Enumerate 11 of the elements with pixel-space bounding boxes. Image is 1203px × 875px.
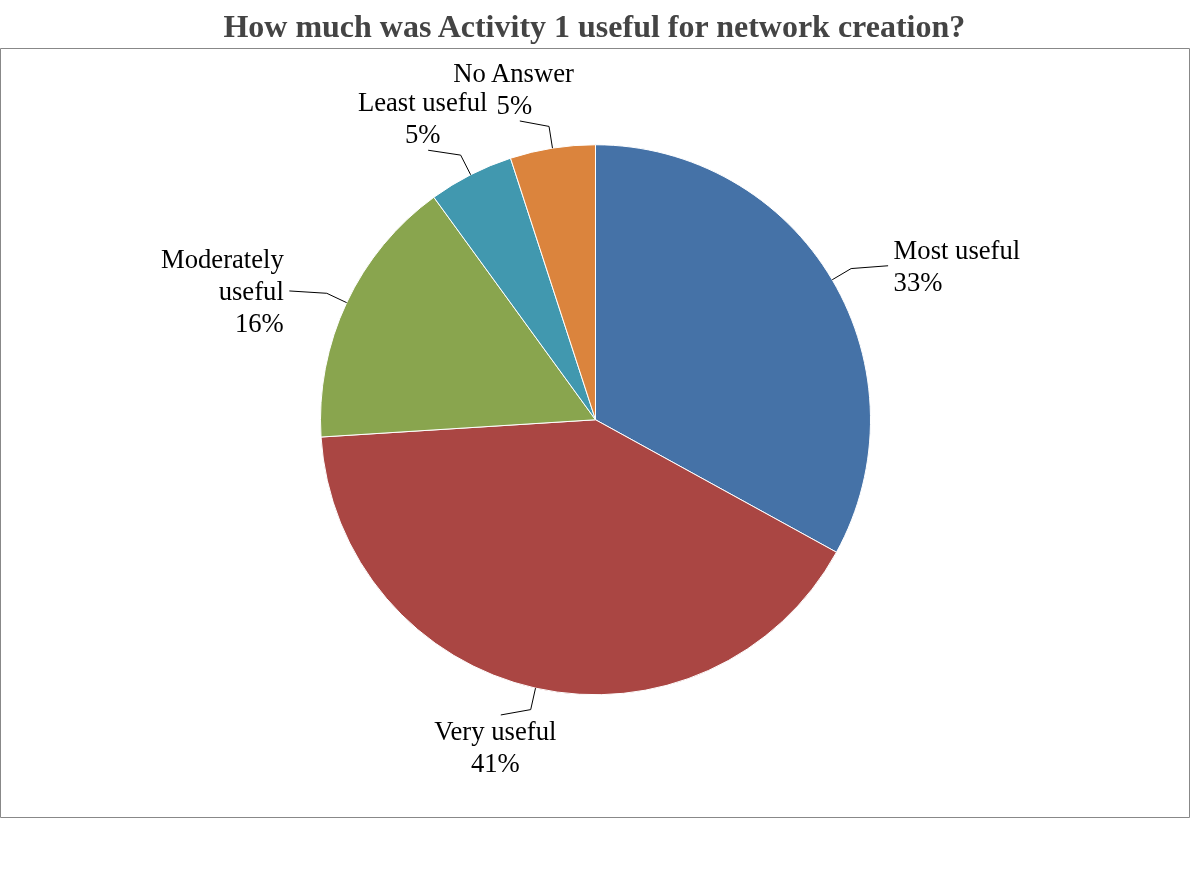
chart-title: How much was Activity 1 useful for network creation? bbox=[223, 7, 966, 44]
slice-label: No Answer bbox=[453, 57, 575, 88]
slice-label: Moderately useful bbox=[160, 243, 285, 306]
slice-label: Most useful bbox=[893, 234, 1021, 265]
data-label: 5% bbox=[404, 119, 441, 150]
slice-label: Very useful bbox=[434, 715, 557, 746]
data-label: 41% bbox=[470, 747, 520, 778]
slice-label: Least useful bbox=[357, 87, 488, 118]
data-label: 16% bbox=[234, 307, 284, 338]
data-label: 33% bbox=[893, 266, 943, 297]
data-label: 5% bbox=[496, 89, 533, 120]
